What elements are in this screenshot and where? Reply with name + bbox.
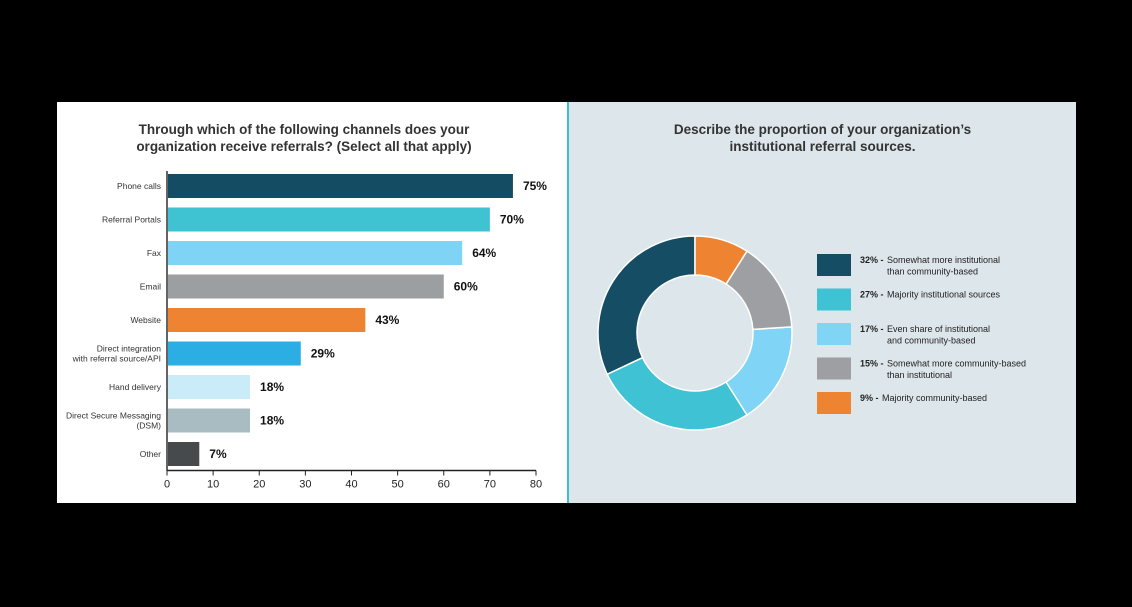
legend-pct: 27% - (860, 290, 884, 300)
referral-channels-bar-chart: 0 10 20 30 40 50 60 70 80 Phone calls 75% Referral … (66, 171, 547, 491)
bar (168, 241, 463, 265)
category-label-line: Direct integration (97, 344, 162, 354)
donut-slice (694, 235, 749, 286)
legend-swatch (817, 357, 851, 380)
legend-label: Somewhat more institutional than communit… (887, 255, 1000, 277)
donut-slice (725, 326, 793, 416)
category-label: Hand delivery (109, 382, 162, 392)
bar (168, 308, 366, 332)
category-label-line: Other (140, 449, 161, 459)
referral-sources-panel: Describe the proportion of your organiza… (569, 102, 1076, 503)
value-label: 64% (472, 246, 496, 260)
category-label-line: Fax (147, 248, 162, 258)
value-label: 29% (311, 347, 335, 361)
value-label: 75% (523, 179, 547, 193)
category-label-line: Phone calls (117, 181, 161, 191)
x-tick-label: 10 (207, 479, 219, 491)
x-tick-label: 70 (484, 479, 496, 491)
category-label-line: Email (140, 282, 161, 292)
category-label: Referral Portals (102, 215, 161, 225)
value-label: 7% (209, 447, 227, 461)
legend-label-line: than community-based (887, 267, 978, 277)
legend-pct: 9% - (860, 393, 879, 403)
bar (168, 408, 251, 433)
category-label-line: (DSM) (136, 421, 161, 431)
legend-label-line: Somewhat more institutional (887, 255, 1000, 265)
legend-label-line: Somewhat more community-based (887, 359, 1026, 369)
legend-pct: 17% - (860, 324, 884, 334)
category-label: Email (140, 282, 161, 292)
legend-swatch (817, 392, 851, 414)
category-label: Phone calls (117, 181, 161, 191)
bar (168, 442, 200, 466)
donut-slice (606, 356, 749, 431)
value-label: 60% (454, 280, 478, 294)
category-label-line: with referral source/API (72, 354, 161, 364)
category-label-line: Referral Portals (102, 215, 161, 225)
x-tick-label: 40 (345, 479, 357, 491)
donut-slice (725, 250, 793, 331)
category-label: Fax (147, 248, 162, 258)
legend-swatch (817, 288, 851, 311)
category-label: Direct Secure Messaging (DSM) (66, 411, 161, 431)
value-label: 70% (500, 213, 524, 227)
legend-label: Somewhat more community-based than instit… (887, 359, 1026, 381)
category-label: Other (140, 449, 161, 459)
panel-divider (567, 102, 569, 503)
x-tick-label: 60 (438, 479, 450, 491)
category-label: Direct integration with referral source/A… (72, 344, 162, 364)
legend-label-line: Even share of institutional (887, 324, 990, 334)
category-label: Website (130, 315, 161, 325)
legend-label-line: than institutional (887, 370, 952, 380)
bar (168, 341, 301, 366)
referral-sources-donut-chart: 32% - Somewhat more institutional than com… (597, 235, 1026, 431)
value-label: 43% (375, 313, 399, 327)
bar (168, 174, 513, 198)
category-label-line: Direct Secure Messaging (66, 411, 161, 421)
x-tick-label: 30 (299, 479, 311, 491)
legend-pct: 15% - (860, 359, 884, 369)
x-tick-label: 50 (392, 479, 404, 491)
x-tick-label: 0 (164, 479, 170, 491)
legend-label-line: Majority institutional sources (887, 290, 1001, 300)
referral-channels-panel: Through which of the following channels … (57, 102, 567, 503)
legend-label-line: Majority community-based (882, 393, 987, 403)
category-label-line: Hand delivery (109, 382, 162, 392)
legend-pct: 32% - (860, 255, 884, 265)
x-tick-label: 20 (253, 479, 265, 491)
legend-label: Majority institutional sources (887, 290, 1001, 300)
legend-label-line: and community-based (887, 336, 976, 346)
legend-swatch (817, 254, 851, 276)
donut-chart-title: Describe the proportion of your organiza… (673, 122, 972, 154)
x-tick-label: 80 (530, 479, 542, 491)
bar (168, 274, 444, 299)
value-label: 18% (260, 380, 284, 394)
donut-slice (597, 235, 696, 376)
bar (168, 207, 490, 232)
value-label: 18% (260, 414, 284, 428)
legend-label: Even share of institutional and community… (887, 324, 990, 346)
category-label-line: Website (130, 315, 161, 325)
bar (168, 375, 251, 399)
legend-swatch (817, 323, 851, 345)
legend-label: Majority community-based (882, 393, 987, 403)
bar-chart-title: Through which of the following channels … (136, 122, 472, 154)
